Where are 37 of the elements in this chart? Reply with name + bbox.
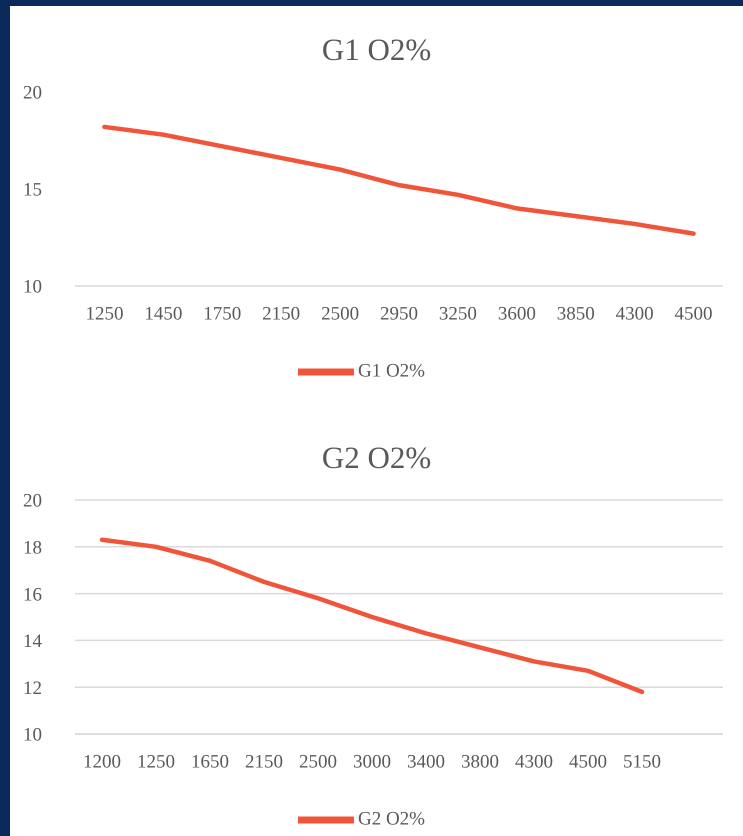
x-tick-label: 2150 (262, 303, 300, 324)
y-tick-label: 18 (23, 538, 42, 559)
x-tick-label: 4500 (569, 751, 607, 772)
y-tick-label: 10 (23, 276, 42, 298)
x-tick-label: 4300 (616, 303, 654, 324)
x-tick-label: 4500 (674, 303, 713, 324)
legend-label: G2 O2% (358, 808, 426, 830)
x-tick-label: 1250 (137, 751, 175, 772)
x-tick-label: 1200 (83, 751, 121, 772)
x-tick-label: 3600 (498, 303, 536, 324)
x-tick-label: 1250 (85, 303, 124, 324)
chart-title: G2 O2% (320, 440, 432, 477)
y-tick-label: 12 (23, 678, 42, 699)
x-tick-label: 2950 (380, 303, 418, 324)
x-tick-label: 2500 (299, 751, 337, 772)
x-tick-label: 1650 (191, 751, 229, 772)
chart-title: G1 O2% (320, 32, 432, 69)
y-tick-label: 20 (23, 82, 42, 104)
x-tick-label: 3800 (461, 751, 499, 772)
y-tick-label: 15 (23, 180, 42, 201)
x-tick-label: 3000 (353, 751, 391, 772)
x-tick-label: 3400 (407, 751, 445, 772)
legend-label: G1 O2% (358, 360, 426, 382)
y-tick-label: 10 (23, 724, 42, 746)
y-tick-label: 20 (23, 490, 42, 512)
line-series (100, 538, 644, 694)
x-tick-label: 1450 (144, 303, 182, 324)
x-tick-label: 2150 (245, 751, 283, 772)
x-tick-label: 3250 (438, 303, 477, 324)
y-tick-label: 16 (23, 584, 42, 606)
line-series (102, 124, 696, 236)
x-tick-label: 3850 (556, 303, 595, 324)
x-tick-label: 1750 (203, 303, 242, 324)
y-tick-label: 14 (23, 631, 42, 652)
x-tick-label: 5150 (623, 751, 661, 772)
x-tick-label: 4300 (515, 751, 553, 772)
x-tick-label: 2500 (321, 303, 360, 324)
